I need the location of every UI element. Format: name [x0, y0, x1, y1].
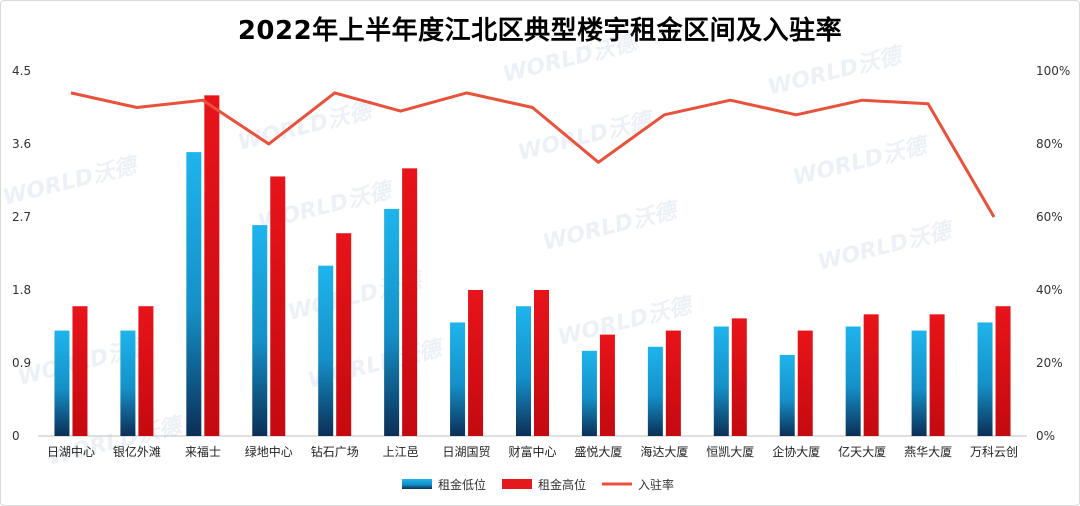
bar-high [270, 176, 286, 436]
y-left-tick-label: 1.8 [12, 283, 31, 297]
legend: 租金低位 租金高位 入驻率 [402, 477, 674, 492]
bar-low [845, 326, 861, 436]
bar-high [863, 314, 879, 436]
y-left-tick-label: 0.9 [12, 356, 31, 370]
x-tick-label: 日湖中心 [47, 444, 95, 459]
bar-low [450, 322, 466, 436]
bar-low [54, 330, 70, 436]
bar-low [911, 330, 927, 436]
bar-low [384, 208, 400, 436]
bar-low [977, 322, 993, 436]
y-right-tick-label: 40% [1036, 283, 1063, 297]
legend-swatch-low [402, 479, 432, 489]
bar-high [468, 290, 484, 436]
x-tick-label: 日湖国贸 [443, 444, 491, 459]
y-right-tick-label: 20% [1036, 356, 1063, 370]
bar-high [797, 330, 813, 436]
bar-high [402, 168, 418, 437]
y-left-tick-label: 2.7 [12, 210, 31, 224]
bar-high [138, 306, 154, 436]
bar-low [252, 225, 268, 436]
x-tick-label: 财富中心 [508, 444, 556, 459]
bar-high [534, 290, 549, 436]
bar-low [516, 306, 531, 436]
watermark-text: WORLD沃德 [500, 30, 642, 88]
bar-high [731, 318, 747, 436]
x-tick-label: 上江邑 [383, 445, 419, 459]
bar-high [929, 314, 945, 436]
watermark-text: WORLD沃德 [790, 133, 932, 191]
y-left-tick-label: 0 [12, 429, 20, 443]
x-tick-label: 万科云创 [970, 445, 1018, 459]
bar-low [779, 354, 795, 436]
bar-low [581, 350, 597, 436]
bar-low [186, 152, 202, 436]
watermark-text: WORLD沃德 [765, 43, 907, 101]
bar-high [72, 306, 88, 436]
watermark-text: WORLD沃德 [235, 98, 377, 156]
chart-title: 2022年上半年度江北区典型楼宇租金区间及入驻率 [237, 16, 843, 46]
x-tick-label: 亿天大厦 [838, 444, 886, 459]
legend-label-line: 入驻率 [638, 477, 674, 492]
x-tick-label: 恒凯大厦 [706, 445, 754, 459]
x-tick-label: 企协大厦 [772, 444, 820, 459]
x-tick-label: 盛悦大厦 [574, 444, 622, 459]
x-tick-label: 钻石广场 [311, 444, 359, 459]
y-left-tick-label: 4.5 [12, 64, 31, 78]
legend-swatch-high [502, 479, 532, 489]
bar-low [713, 326, 729, 436]
bar-high [599, 334, 615, 436]
bar-low [318, 265, 334, 436]
bar-low [647, 346, 663, 436]
watermark-text: WORLD沃德 [815, 218, 957, 276]
y-right-tick-label: 60% [1036, 210, 1063, 224]
bar-high [204, 95, 220, 436]
y-right-tick-label: 80% [1036, 137, 1063, 151]
bar-high [665, 330, 681, 436]
bar-high [995, 306, 1011, 436]
x-tick-label: 银亿外滩 [113, 444, 161, 459]
y-right-tick-label: 0% [1036, 429, 1055, 443]
legend-label-high: 租金高位 [538, 477, 586, 492]
bar-low [120, 330, 136, 436]
x-tick-label: 海达大厦 [640, 444, 688, 459]
x-tick-label: 来福士 [185, 444, 221, 459]
watermark-text: WORLD沃德 [540, 198, 682, 256]
y-right-tick-label: 100% [1036, 64, 1070, 78]
bars-layer [54, 95, 1011, 437]
legend-label-low: 租金低位 [438, 477, 486, 492]
axes-layer: 0 0.9 1.8 2.7 3.6 4.5 0% 20% 40% 60% 80% 100% 日湖中心 银亿… [12, 64, 1070, 459]
x-tick-label: 燕华大厦 [904, 445, 952, 459]
bar-high [336, 233, 352, 436]
line-layer [70, 91, 996, 218]
y-left-tick-label: 3.6 [12, 137, 31, 151]
watermark-text: WORLD沃德 [0, 153, 142, 211]
x-tick-label: 绿地中心 [245, 444, 293, 459]
